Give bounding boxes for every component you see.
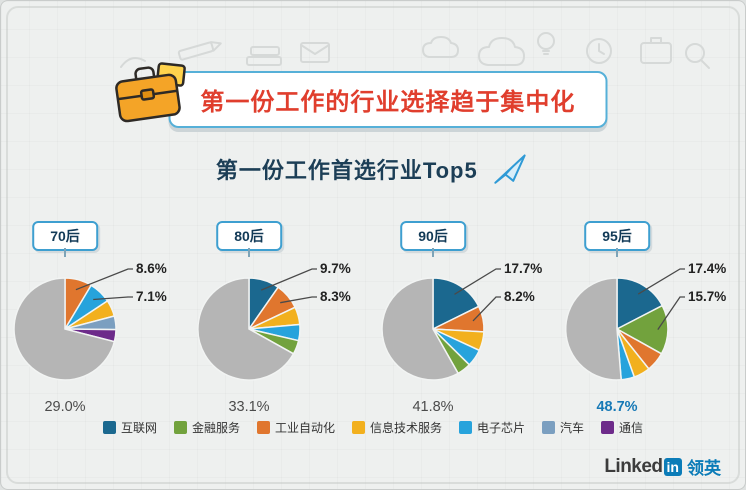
legend-swatch [102,421,116,434]
legend-item: 通信 [601,419,643,436]
legend-label: 汽车 [560,421,585,435]
page-title: 第一份工作的行业选择趋于集中化 [200,89,576,116]
legend-swatch [601,421,615,434]
callout-value: 8.2% [504,289,535,304]
pie-wrap: 9.7% 8.3% 33.1% [191,257,371,421]
pie-chart-svg [197,268,317,381]
legend-item: 金融服务 [173,419,240,436]
connector-line [64,248,66,257]
pie-wrap: 17.7% 8.2% 41.8% [375,257,555,421]
generation-label-70s: 70后 [32,221,98,251]
legend-label: 信息技术服务 [369,421,442,435]
pie-chart-90s: 90后 17.7% 8.2% 41.8% [375,221,555,421]
total-share: 33.1% [228,399,270,415]
logo-linked-text: Linked [604,455,663,477]
callout-value: 8.3% [320,289,351,304]
logo-in-badge: in [663,457,682,476]
pie-chart-95s: 95后 17.4% 15.7% 48.7% [559,221,739,421]
briefcase-icon [115,62,186,123]
legend-item: 信息技术服务 [351,419,442,436]
pie-chart-80s: 80后 9.7% 8.3% 33.1% [191,221,371,421]
callout-value: 15.7% [688,289,727,304]
total-share: 29.0% [44,399,86,415]
legend-item: 互联网 [102,419,157,436]
generation-text: 80后 [234,228,264,244]
legend-swatch [351,421,365,434]
legend-label: 电子芯片 [477,421,526,435]
callout-value: 9.7% [320,261,351,276]
connector-line [432,248,434,257]
linkedin-logo: Linked in 领英 [604,454,721,479]
doodle-icons [120,32,710,69]
charts-row: 70后 8.6% 7.1% 29.0% 80后 9.7% 8.3% 33.1% … [7,221,739,421]
pie-chart-svg [381,268,501,381]
pie-wrap: 8.6% 7.1% 29.0% [7,257,187,421]
generation-label-90s: 90后 [400,221,466,251]
generation-text: 70后 [50,228,80,244]
legend-swatch [256,421,270,434]
pie-chart-70s: 70后 8.6% 7.1% 29.0% [7,221,187,421]
legend-label: 互联网 [120,421,157,435]
pie-wrap: 17.4% 15.7% 48.7% [559,257,739,421]
paper-plane-icon [494,154,526,184]
generation-text: 95后 [602,228,632,244]
chart-subtitle: 第一份工作首选行业Top5 [215,158,478,183]
total-share: 48.7% [596,399,638,415]
callout-value: 17.7% [504,261,543,276]
legend: 互联网 金融服务 工业自动化 信息技术服务 电子芯片 汽车 通信 [1,419,745,436]
legend-swatch [173,421,187,434]
pie-chart-svg [564,268,685,381]
connector-line [248,248,250,257]
legend-item: 电子芯片 [459,419,525,436]
legend-item: 工业自动化 [256,419,335,436]
callout-value: 7.1% [136,289,167,304]
connector-line [616,248,618,257]
logo-cn-text: 领英 [687,459,721,478]
callout-value: 8.6% [136,261,167,276]
pie-chart-svg [13,268,133,381]
generation-label-80s: 80后 [216,221,282,251]
generation-label-95s: 95后 [584,221,650,251]
callout-value: 17.4% [688,261,727,276]
legend-item: 汽车 [542,419,584,436]
legend-label: 通信 [619,421,644,435]
subtitle-row: 第一份工作首选行业Top5 [1,153,745,185]
total-share: 41.8% [412,399,454,415]
legend-label: 金融服务 [191,421,240,435]
title-banner: 第一份工作的行业选择趋于集中化 [115,62,608,128]
legend-label: 工业自动化 [274,421,335,435]
legend-swatch [542,421,556,434]
generation-text: 90后 [418,228,448,244]
legend-swatch [459,421,472,434]
